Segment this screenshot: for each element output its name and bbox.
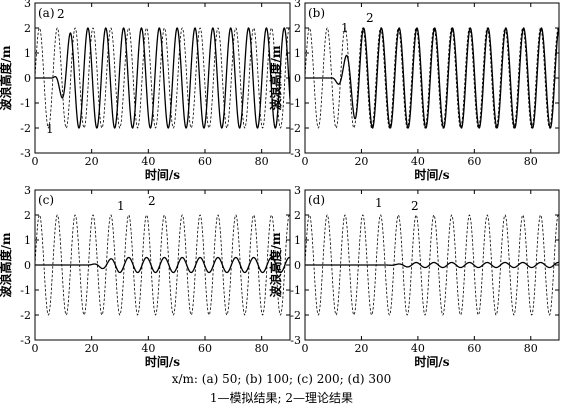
y-tick-label: 0 — [24, 72, 31, 85]
y-tick-label: 0 — [24, 259, 31, 272]
chart-panel-d: 0 20 40 60 80 -3 -2 -1 0 1 2 3 时间/s 波浪高度/m (d) 1 2 — [268, 184, 560, 369]
curve-label-2: 2 — [366, 11, 374, 25]
series-line-2 — [305, 214, 559, 316]
y-tick-label: -2 — [290, 122, 301, 135]
x-tick-label: 20 — [85, 155, 99, 168]
curve-label-1: 1 — [341, 21, 349, 35]
y-tick-label: 1 — [24, 47, 31, 60]
x-tick-label: 20 — [85, 342, 99, 355]
y-tick-label: -1 — [290, 284, 301, 297]
curve-label-2: 2 — [411, 199, 419, 213]
curve-label-2: 2 — [148, 194, 156, 208]
series-line-1 — [305, 261, 559, 269]
y-tick-label: 1 — [294, 47, 301, 60]
plot-frame — [34, 2, 291, 154]
curve-label-1: 1 — [46, 122, 54, 136]
x-tick-label: 0 — [302, 342, 309, 355]
chart-panel-a: 0 20 40 60 80 -3 -2 -1 0 1 2 3 时间/s 波浪高度/m (a) 1 2 — [0, 0, 291, 182]
y-tick-label: -1 — [20, 97, 31, 110]
panel-label: (b) — [308, 6, 325, 20]
x-tick-label: 20 — [354, 342, 368, 355]
curve-label-1: 1 — [117, 199, 125, 213]
x-axis-label: 时间/s — [145, 167, 180, 182]
y-tick-label: -3 — [290, 334, 301, 347]
y-axis-label: 波浪高度/m — [0, 232, 13, 297]
series-line-1 — [35, 27, 290, 129]
y-tick-label: -3 — [290, 147, 301, 160]
x-tick-label: 60 — [467, 155, 481, 168]
series-line-2 — [35, 214, 290, 316]
x-tick-label: 80 — [524, 342, 538, 355]
y-tick-label: 3 — [24, 0, 31, 10]
y-tick-label: -1 — [290, 97, 301, 110]
y-tick-label: -1 — [20, 284, 31, 297]
y-tick-label: 0 — [294, 259, 301, 272]
y-tick-label: 2 — [24, 209, 31, 222]
x-tick-label: 0 — [32, 155, 39, 168]
panel-label: (d) — [308, 193, 325, 207]
x-axis-label: 时间/s — [145, 354, 180, 369]
x-tick-label: 60 — [198, 155, 212, 168]
x-axis-label: 时间/s — [414, 354, 449, 369]
x-tick-label: 60 — [467, 342, 481, 355]
x-tick-label: 0 — [32, 342, 39, 355]
figure-caption-positions: x/m: (a) 50; (b) 100; (c) 200; (d) 300 — [171, 372, 392, 386]
y-tick-label: 1 — [24, 234, 31, 247]
x-tick-label: 40 — [141, 155, 155, 168]
y-axis-label: 波浪高度/m — [0, 45, 13, 110]
x-tick-label: 80 — [524, 155, 538, 168]
x-tick-label: 40 — [411, 155, 425, 168]
curve-label-1: 1 — [375, 196, 383, 210]
x-tick-label: 80 — [255, 342, 269, 355]
panel-label: (c) — [38, 193, 54, 207]
panel-label: (a) — [38, 6, 55, 20]
y-tick-label: 3 — [24, 184, 31, 197]
y-tick-label: -3 — [20, 147, 31, 160]
y-tick-label: 3 — [294, 0, 301, 10]
x-tick-label: 40 — [411, 342, 425, 355]
y-tick-label: 3 — [294, 184, 301, 197]
chart-panel-b: 0 20 40 60 80 -3 -2 -1 0 1 2 3 时间/s 波浪高度/m (b) 1 2 — [268, 0, 560, 182]
y-tick-label: 1 — [294, 234, 301, 247]
x-tick-label: 20 — [354, 155, 368, 168]
figure-caption-legend: 1—模拟结果; 2—理论结果 — [209, 391, 354, 405]
y-tick-label: 0 — [294, 72, 301, 85]
series-line-1 — [35, 256, 290, 274]
series-line-2 — [305, 27, 559, 129]
y-tick-label: -2 — [20, 122, 31, 135]
x-tick-label: 0 — [302, 155, 309, 168]
x-tick-label: 60 — [198, 342, 212, 355]
y-tick-label: -2 — [20, 309, 31, 322]
y-axis-label: 波浪高度/m — [268, 45, 283, 110]
y-tick-label: -3 — [20, 334, 31, 347]
curve-label-2: 2 — [57, 7, 65, 21]
x-tick-label: 40 — [141, 342, 155, 355]
y-tick-label: 2 — [294, 22, 301, 35]
x-axis-label: 时间/s — [414, 167, 449, 182]
y-tick-label: 2 — [24, 22, 31, 35]
x-tick-label: 80 — [255, 155, 269, 168]
series-line-2 — [35, 27, 290, 129]
y-tick-label: -2 — [290, 309, 301, 322]
y-tick-label: 2 — [294, 209, 301, 222]
series-line-1 — [305, 27, 559, 129]
y-axis-label: 波浪高度/m — [268, 232, 283, 297]
chart-panel-c: 0 20 40 60 80 -3 -2 -1 0 1 2 3 时间/s 波浪高度/m (c) 1 2 — [0, 184, 291, 369]
